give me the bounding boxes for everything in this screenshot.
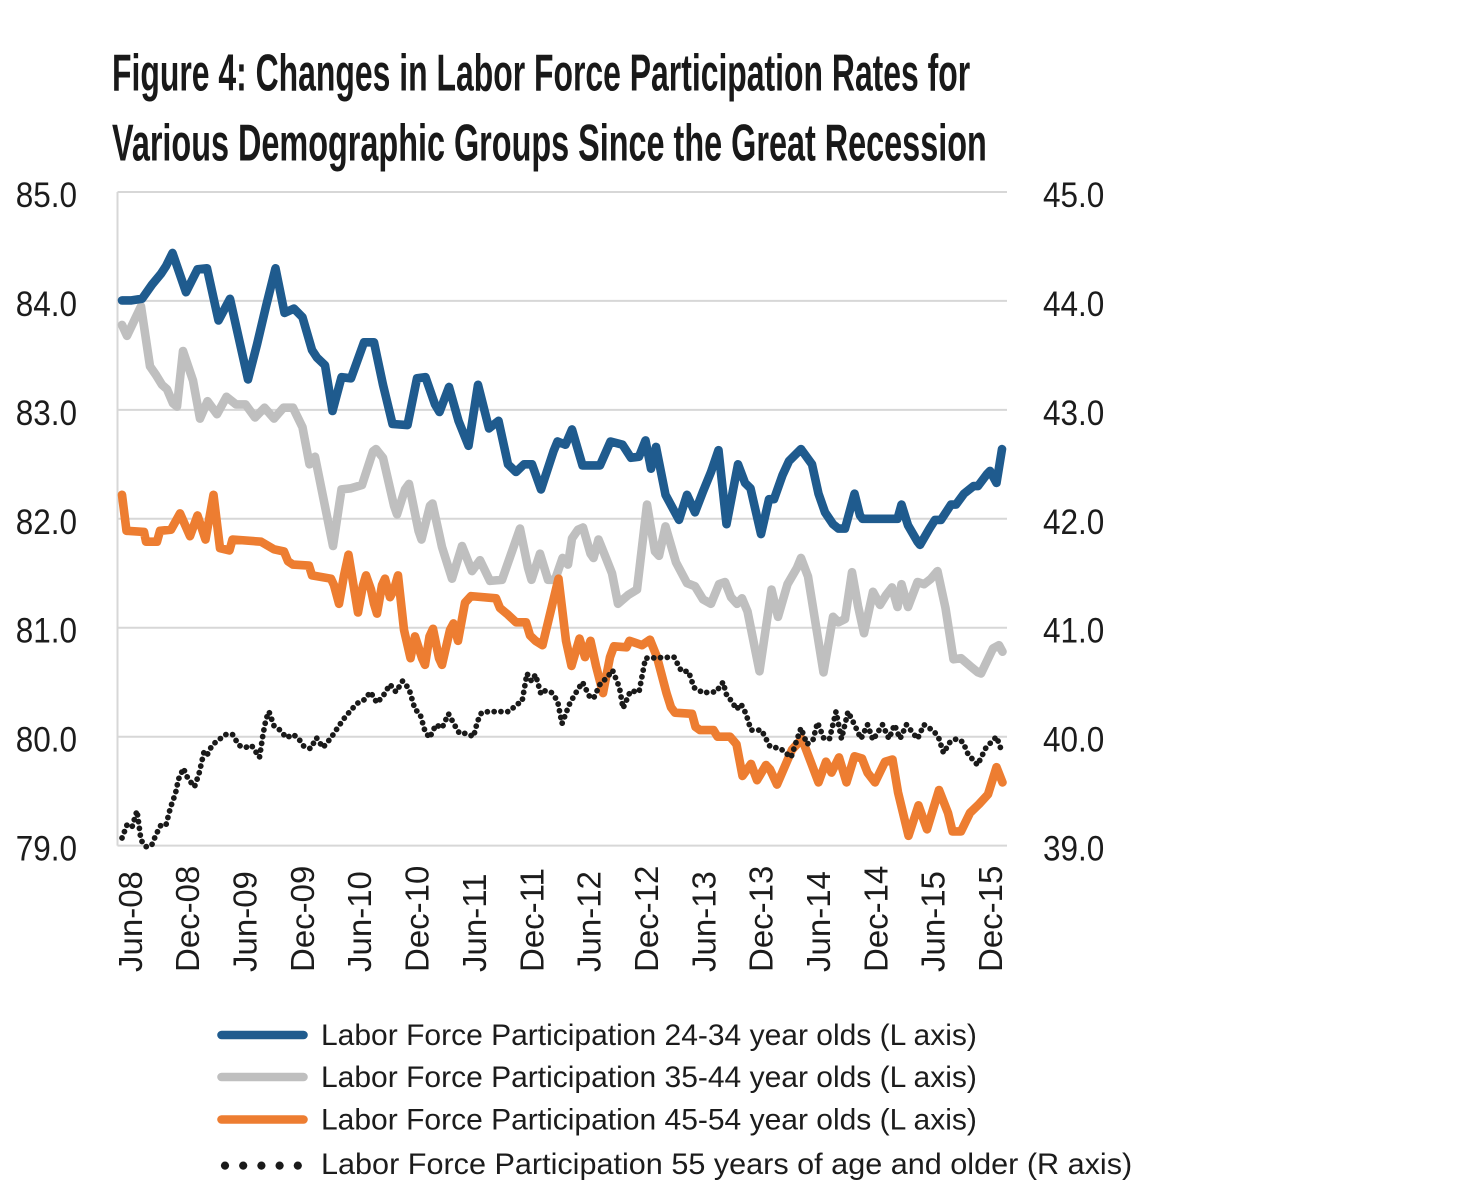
- svg-text:Dec-12: Dec-12: [628, 866, 665, 972]
- svg-text:Dec-14: Dec-14: [857, 866, 894, 972]
- svg-text:42.0: 42.0: [1043, 503, 1104, 542]
- svg-text:45.0: 45.0: [1043, 177, 1104, 216]
- svg-text:Dec-13: Dec-13: [743, 866, 780, 972]
- svg-text:Jun-13: Jun-13: [685, 871, 722, 972]
- svg-text:Dec-11: Dec-11: [513, 868, 550, 972]
- svg-text:Dec-09: Dec-09: [284, 866, 321, 972]
- svg-text:Jun-09: Jun-09: [227, 871, 264, 972]
- svg-text:Various Demographic Groups Sin: Various Demographic Groups Since the Gre…: [112, 115, 987, 173]
- svg-text:81.0: 81.0: [16, 612, 77, 651]
- svg-text:Dec-10: Dec-10: [399, 866, 436, 972]
- svg-text:Labor Force Participation 24-3: Labor Force Participation 24-34 year old…: [321, 1019, 977, 1052]
- svg-text:Labor Force Participation 55 y: Labor Force Participation 55 years of ag…: [321, 1148, 1132, 1181]
- svg-text:84.0: 84.0: [16, 285, 77, 324]
- svg-text:79.0: 79.0: [16, 830, 77, 869]
- svg-text:Figure 4: Changes in Labor For: Figure 4: Changes in Labor Force Partici…: [112, 45, 970, 103]
- svg-text:43.0: 43.0: [1043, 394, 1104, 433]
- svg-text:40.0: 40.0: [1043, 721, 1104, 760]
- svg-text:Labor Force Participation 45-5: Labor Force Participation 45-54 year old…: [321, 1104, 977, 1137]
- svg-text:41.0: 41.0: [1043, 612, 1104, 651]
- svg-text:Jun-12: Jun-12: [571, 871, 608, 972]
- svg-text:Labor Force Participation 35-4: Labor Force Participation 35-44 year old…: [321, 1061, 977, 1094]
- svg-text:82.0: 82.0: [16, 503, 77, 542]
- svg-text:Dec-15: Dec-15: [972, 866, 1009, 972]
- svg-text:80.0: 80.0: [16, 721, 77, 760]
- svg-text:44.0: 44.0: [1043, 285, 1104, 324]
- svg-text:83.0: 83.0: [16, 394, 77, 433]
- svg-text:Jun-08: Jun-08: [112, 871, 149, 972]
- svg-text:Jun-14: Jun-14: [800, 871, 837, 972]
- svg-text:Jun-15: Jun-15: [915, 871, 952, 972]
- svg-text:39.0: 39.0: [1043, 830, 1104, 869]
- svg-text:Dec-08: Dec-08: [169, 866, 206, 972]
- svg-text:Jun-10: Jun-10: [341, 871, 378, 972]
- svg-text:85.0: 85.0: [16, 177, 77, 216]
- svg-text:Jun-11: Jun-11: [456, 874, 493, 972]
